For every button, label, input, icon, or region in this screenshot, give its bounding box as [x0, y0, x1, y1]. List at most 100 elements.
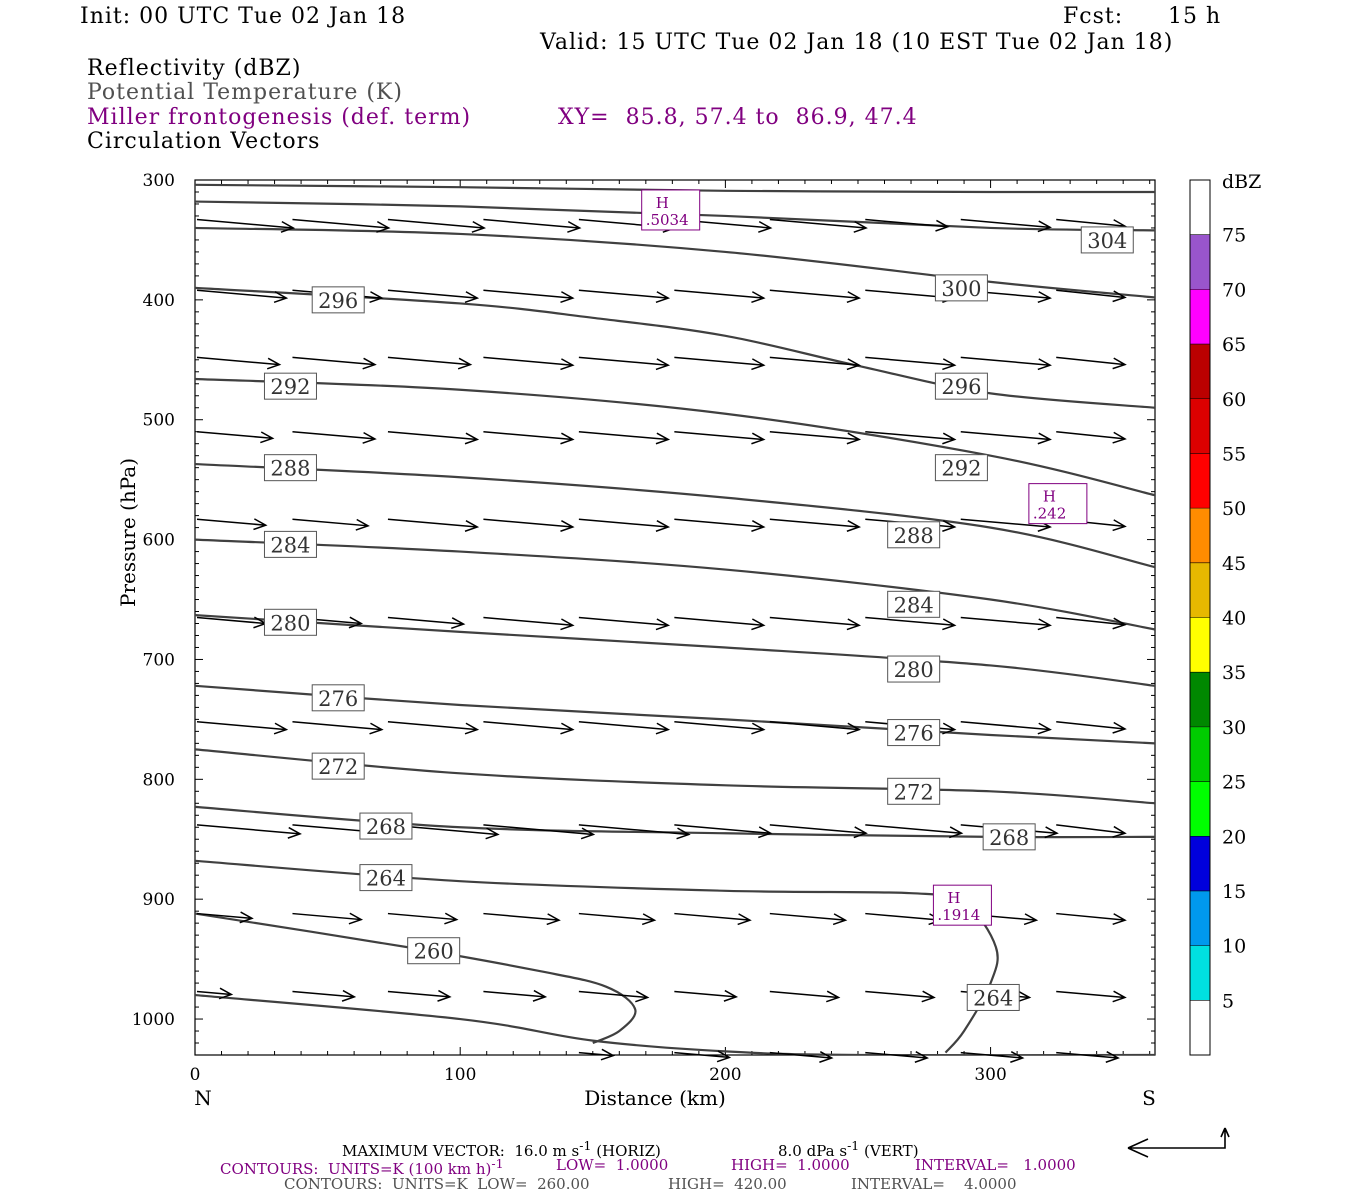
circulation-vector [674, 356, 766, 371]
theta-contours-info: CONTOURS: UNITS=K LOW= 260.00 [284, 1175, 590, 1193]
circulation-vector [674, 430, 766, 445]
fronto-high-value: .242 [1033, 505, 1066, 523]
y-tick-label: 700 [143, 650, 175, 670]
y-tick-label: 500 [143, 411, 175, 431]
circulation-vector [387, 989, 452, 1002]
circulation-vector [865, 1051, 929, 1063]
init-time: Init: 00 UTC Tue 02 Jan 18 [80, 4, 407, 29]
x-tick-label: 100 [444, 1065, 476, 1085]
y-tick-label: 300 [143, 171, 175, 191]
y-tick-label: 600 [143, 531, 175, 551]
contour-label: 264 [973, 986, 1013, 1010]
contour-label-box [982, 823, 1036, 851]
contour-label-box [359, 864, 413, 892]
max-vector-vert-exponent: -1 [847, 1138, 860, 1153]
circulation-vector [578, 912, 657, 926]
contour-label-box [934, 274, 988, 302]
circulation-vector [865, 824, 964, 839]
contour-label-box [934, 372, 988, 400]
colorbar-level-label: 65 [1222, 334, 1246, 356]
colorbar-segment [1190, 453, 1210, 509]
circulation-vector [483, 989, 548, 1002]
y-tick-label: 800 [143, 770, 175, 790]
contour-label: 292 [270, 375, 310, 399]
circulation-vector [292, 430, 377, 444]
max-vector-horiz-text: MAXIMUM VECTOR: 16.0 m s [342, 1142, 580, 1160]
valid-time: Valid: 15 UTC Tue 02 Jan 18 (10 EST Tue … [540, 30, 1174, 55]
field-potential-temperature: Potential Temperature (K) [87, 80, 403, 105]
contour-label-box [263, 608, 317, 636]
circulation-vector [483, 356, 575, 371]
circulation-vector [769, 218, 868, 233]
circulation-vector [578, 1048, 616, 1061]
circulation-vector [196, 356, 282, 370]
circulation-vector [578, 824, 691, 840]
contour-label: 296 [941, 375, 981, 399]
contour-label: 260 [414, 940, 454, 964]
circulation-vector [769, 721, 862, 735]
circulation-vector [292, 989, 357, 1002]
circulation-vector [292, 356, 377, 370]
theta-contour-308 [195, 183, 1155, 194]
fronto-interval: INTERVAL= 1.0000 [915, 1156, 1076, 1174]
colorbar-segment [1190, 344, 1210, 399]
circulation-vector [674, 289, 766, 304]
circulation-vector [769, 912, 848, 926]
circulation-vector [769, 616, 862, 631]
colorbar-segment [1190, 945, 1210, 1001]
contour-label: 280 [270, 611, 310, 635]
theta-contour-280 [195, 614, 1155, 687]
circulation-vector [769, 990, 841, 1003]
colorbar-segment [1190, 289, 1210, 345]
circulation-vector [960, 218, 1052, 233]
circulation-vector [578, 518, 671, 532]
circulation-vector [483, 912, 561, 926]
circulation-vector [196, 518, 268, 531]
colorbar-segment [1190, 617, 1210, 673]
colorbar-level-label: 60 [1222, 389, 1246, 411]
contour-label: 276 [318, 687, 358, 711]
circulation-vector [196, 289, 289, 304]
field-reflectivity: Reflectivity (dBZ) [87, 56, 302, 81]
plot-frame [194, 179, 1156, 1056]
contour-label-box [311, 286, 365, 314]
contour-label: 268 [989, 826, 1029, 850]
contour-label: 288 [894, 524, 934, 548]
colorbar-level-label: 30 [1222, 717, 1246, 739]
circulation-vector [1056, 356, 1127, 370]
contour-label-box [966, 983, 1020, 1011]
cross-section-coords: XY= 85.8, 57.4 to 86.9, 47.4 [558, 105, 918, 130]
contour-label-box [407, 937, 461, 965]
circulation-vector [196, 911, 254, 924]
circulation-vector [387, 289, 480, 304]
contour-label-box [263, 454, 317, 482]
circulation-vector [483, 721, 575, 735]
contour-label: 296 [318, 289, 358, 313]
circulation-vector [196, 824, 302, 839]
contour-label-box [887, 719, 941, 747]
circulation-vector [769, 430, 862, 445]
theta-contour-284 [195, 538, 1155, 631]
colorbar-level-label: 15 [1222, 881, 1246, 903]
circulation-vector [960, 356, 1052, 371]
circulation-vector [578, 616, 671, 631]
colorbar-segment [1190, 180, 1210, 235]
circulation-vector [1056, 616, 1127, 630]
circulation-vector [674, 721, 766, 735]
contour-label-box [887, 521, 941, 549]
circulation-vector [960, 430, 1052, 445]
contour-label: 280 [894, 658, 934, 682]
circulation-vector [196, 218, 296, 233]
max-vector-horiz-label: (HORIZ) [591, 1142, 661, 1160]
fronto-high: HIGH= 1.0000 [731, 1156, 850, 1174]
colorbar-segment [1190, 1000, 1210, 1055]
max-vector-vert-text: 8.0 dPa s [778, 1142, 848, 1160]
y-tick-label: 1000 [132, 1010, 175, 1030]
circulation-vector [1056, 430, 1127, 444]
circulation-vector [578, 721, 671, 735]
fronto-high-label: H [1043, 488, 1056, 506]
circulation-vector [865, 430, 957, 445]
max-vector-info: MAXIMUM VECTOR: 16.0 m s-1 (HORIZ) [342, 1138, 661, 1160]
colorbar-segment [1190, 398, 1210, 454]
